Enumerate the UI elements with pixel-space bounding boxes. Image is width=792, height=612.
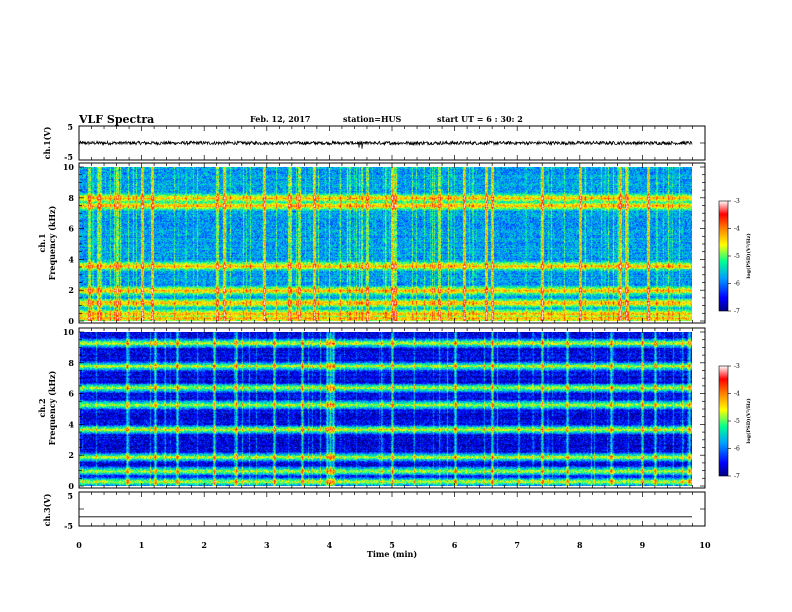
colorbar-tick-label: -3 [734, 198, 740, 205]
y-tick-label: 0 [68, 481, 74, 491]
x-tick-label: 1 [139, 540, 145, 550]
x-tick-label: 6 [452, 540, 458, 550]
date-label: Feb. 12, 2017 [250, 114, 310, 124]
ch1-waveform-ticks [78, 125, 706, 161]
ch3-ytick-bottom: -5 [64, 521, 73, 531]
ch1-spectrogram-panel: 0 2 4 6 8 10 ch.1 Frequency (kHz) [37, 162, 706, 326]
y-tick-label: 4 [68, 254, 74, 264]
y-tick-label: 6 [68, 224, 74, 234]
ch2-colorbar-scale [718, 365, 729, 477]
ch2-colorbar-ticks: -3 -4 -5 -6 -7 [728, 363, 740, 480]
start-time-label: start UT = 6 : 30: 2 [437, 114, 523, 124]
ch1-ytick-top: 5 [67, 122, 73, 132]
colorbar-tick-label: -4 [734, 226, 740, 233]
y-tick-label: 2 [68, 450, 74, 460]
y-tick-label: 6 [68, 389, 74, 399]
colorbar-tick-label: -5 [734, 253, 740, 260]
ch3-waveform-ylabel: ch.3(V) [42, 493, 52, 526]
figure-title: VLF Spectra [78, 113, 154, 126]
y-tick-label: 10 [63, 327, 75, 337]
ch3-ytick-top: 5 [67, 491, 73, 501]
ch1-spectrogram-image [80, 167, 692, 321]
ch3-waveform-ticks [78, 491, 706, 527]
ch2-spectrogram-image [80, 332, 692, 486]
x-tick-label: 3 [264, 540, 270, 550]
y-tick-label: 2 [68, 285, 74, 295]
ch2-spectrogram-ylabel-channel: ch.2 [37, 398, 47, 417]
ch2-colorbar: -3 -4 -5 -6 -7 log(PSD)(V²/Hz) [718, 363, 752, 480]
x-tick-label: 10 [699, 540, 711, 550]
x-tick-label: 7 [514, 540, 520, 550]
ch1-colorbar-label: log(PSD)(V²/Hz) [745, 233, 752, 278]
ch2-spectrogram-axes: 0 2 4 6 8 10 [63, 327, 706, 491]
ch1-waveform-panel: 5 -5 ch.1(V) [42, 122, 706, 162]
colorbar-tick-label: -5 [734, 418, 740, 425]
y-tick-label: 4 [68, 419, 74, 429]
station-label: station=HUS [343, 114, 402, 124]
ch2-spectrogram-panel: 0 2 4 6 8 10 ch.2 Frequency (kHz) [37, 327, 706, 491]
x-tick-label: 2 [201, 540, 207, 550]
colorbar-tick-label: -4 [734, 391, 740, 398]
ch1-spectrogram-ylabel-channel: ch.1 [37, 233, 47, 252]
ch1-spectrogram-axes: 0 2 4 6 8 10 [63, 162, 706, 326]
x-tick-label: 8 [577, 540, 583, 550]
y-tick-label: 0 [68, 316, 74, 326]
ch3-waveform-panel: 5 -5 ch.3(V) 0 1 2 3 4 5 6 7 8 9 10 Time (min) [42, 491, 711, 559]
x-tick-label: 5 [389, 540, 395, 550]
ch1-waveform-trace [78, 139, 693, 149]
y-tick-label: 8 [68, 193, 74, 203]
colorbar-tick-label: -6 [734, 446, 740, 453]
y-tick-label: 10 [63, 162, 75, 172]
ch1-colorbar: -3 -4 -5 -6 -7 log(PSD)(V²/Hz) [718, 198, 752, 315]
colorbar-tick-label: -7 [734, 473, 740, 480]
y-tick-label: 8 [68, 358, 74, 368]
colorbar-tick-label: -6 [734, 281, 740, 288]
ch3-waveform-frame [78, 491, 706, 527]
ch2-colorbar-label: log(PSD)(V²/Hz) [745, 398, 752, 443]
ch1-waveform-ylabel: ch.1(V) [42, 126, 52, 159]
ch2-spectrogram-ylabel-frequency: Frequency (kHz) [47, 370, 57, 445]
ch1-ytick-bottom: -5 [64, 152, 73, 162]
ch1-colorbar-ticks: -3 -4 -5 -6 -7 [728, 198, 740, 315]
ch1-spectrogram-ylabel-frequency: Frequency (kHz) [47, 205, 57, 280]
x-tick-label: 4 [327, 540, 333, 550]
x-tick-label: 0 [76, 540, 82, 550]
ch1-colorbar-scale [718, 200, 729, 312]
time-axis-tick-labels: 0 1 2 3 4 5 6 7 8 9 10 [76, 540, 711, 550]
colorbar-tick-label: -7 [734, 308, 740, 315]
colorbar-tick-label: -3 [734, 363, 740, 370]
time-axis-label: Time (min) [367, 549, 417, 559]
x-tick-label: 9 [640, 540, 646, 550]
